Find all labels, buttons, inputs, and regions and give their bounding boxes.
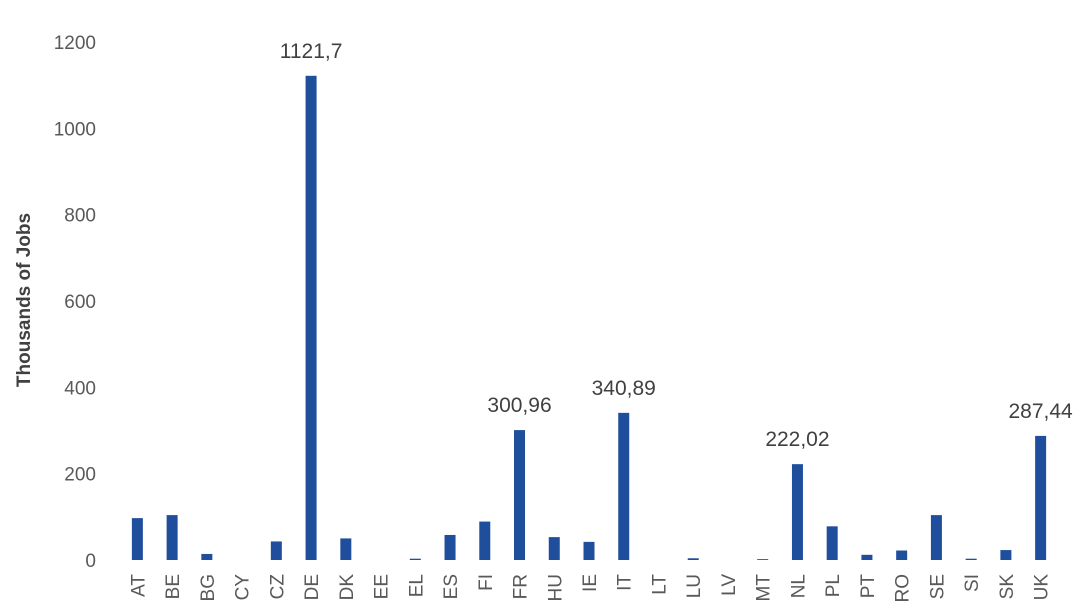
x-tick-label: SI — [962, 574, 983, 592]
y-tick-label: 1000 — [54, 119, 96, 140]
data-label-fr: 300,96 — [487, 394, 551, 417]
bar-ie — [583, 541, 595, 560]
x-tick-label: LT — [649, 574, 670, 595]
bar-be — [166, 515, 178, 560]
x-tick-label: IT — [615, 574, 636, 591]
y-tick-label: 600 — [64, 292, 96, 313]
bar-fi — [479, 521, 491, 560]
x-tick-label: LU — [684, 574, 705, 598]
x-tick-label: RO — [893, 574, 914, 603]
y-tick-label: 800 — [64, 206, 96, 227]
bar-it — [618, 412, 630, 560]
y-tick-label: 1200 — [54, 33, 96, 54]
x-tick-label: IE — [580, 574, 601, 592]
bar-si — [965, 558, 977, 560]
x-axis-ticks: AT BE BG CY CZ DE DK EE EL ES FI FR HU IE IT LT LU LV MT NL… — [128, 574, 1052, 603]
x-tick-label: PT — [858, 574, 879, 599]
x-tick-label: FR — [511, 574, 532, 599]
y-tick-label: 200 — [64, 465, 96, 486]
x-tick-label: ES — [441, 574, 462, 599]
bar-sk — [1000, 550, 1012, 560]
bar-lu — [687, 558, 699, 560]
x-tick-label: FI — [476, 574, 497, 591]
x-tick-label: NL — [788, 574, 809, 598]
bar-uk — [1035, 435, 1047, 560]
bar-es — [444, 534, 456, 560]
bar-mt — [757, 559, 769, 560]
bar-nl — [791, 464, 803, 560]
y-tick-label: 400 — [64, 378, 96, 399]
bar-pt — [861, 554, 873, 560]
bar-cz — [270, 541, 282, 560]
x-tick-label: MT — [754, 574, 775, 602]
x-tick-label: UK — [1032, 574, 1053, 601]
x-tick-label: BE — [163, 574, 184, 599]
x-tick-label: SK — [997, 574, 1018, 600]
bar-bg — [201, 553, 213, 560]
data-labels: 1121,7 300,96 340,89 222,02 287,44 — [280, 40, 1073, 451]
x-tick-label: PL — [823, 574, 844, 597]
data-label-de: 1121,7 — [280, 40, 343, 63]
bar-se — [930, 515, 942, 560]
bar-fr — [514, 430, 526, 560]
bar-el — [409, 558, 421, 560]
x-tick-label: BG — [198, 574, 219, 601]
x-tick-label: CY — [233, 574, 254, 601]
y-tick-label: 0 — [85, 551, 96, 572]
bar-at — [131, 518, 143, 560]
x-tick-label: LV — [719, 574, 740, 596]
x-tick-label: HU — [545, 574, 566, 601]
x-tick-label: EE — [372, 574, 393, 599]
x-tick-label: SE — [927, 574, 948, 599]
x-tick-label: AT — [128, 574, 149, 597]
data-label-nl: 222,02 — [765, 428, 829, 451]
bar-hu — [548, 537, 560, 560]
x-tick-label: CZ — [267, 574, 288, 600]
y-axis-label: Thousands of Jobs — [14, 213, 35, 387]
bar-pl — [826, 526, 838, 560]
y-axis-ticks: 0 200 400 600 800 1000 1200 — [54, 33, 96, 572]
x-tick-label: DK — [337, 574, 358, 601]
data-label-it: 340,89 — [592, 377, 656, 400]
bars — [131, 75, 1047, 560]
x-tick-label: DE — [302, 574, 323, 600]
data-label-uk: 287,44 — [1009, 400, 1074, 423]
bar-dk — [340, 538, 352, 560]
bar-ro — [896, 550, 908, 560]
x-tick-label: EL — [406, 574, 427, 597]
bar-de — [305, 75, 317, 560]
